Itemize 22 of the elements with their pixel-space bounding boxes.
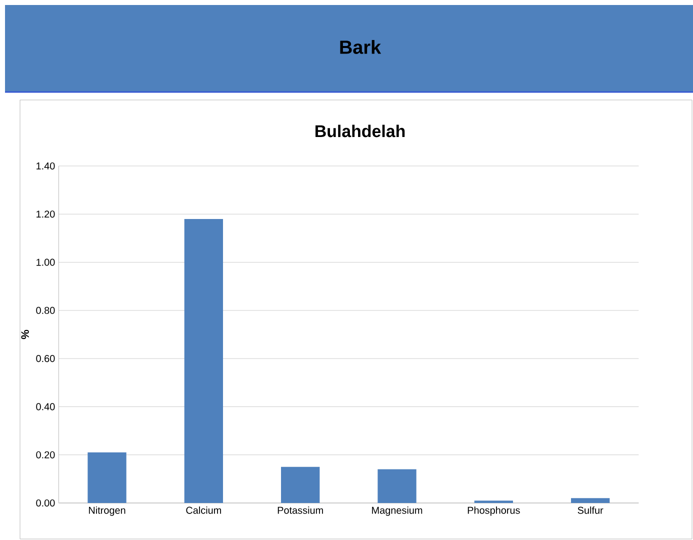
y-tick-label: 0.00 (36, 499, 55, 507)
x-tick-label: Sulfur (578, 506, 604, 514)
y-tick-label: 0.40 (36, 403, 55, 410)
x-tick-label: Calcium (186, 506, 221, 514)
x-tick-label: Potassium (278, 506, 323, 514)
x-tick-label: Magnesium (372, 506, 422, 516)
x-tick-label: Phosphorus (468, 506, 520, 516)
y-axis-title: % (21, 330, 29, 340)
chart-subtitle: Bulahdelah (316, 124, 405, 138)
bar (378, 469, 416, 503)
y-tick-label: 1.40 (36, 162, 55, 170)
bar (281, 466, 320, 503)
y-tick-label: 1.20 (36, 210, 55, 218)
bar (571, 498, 610, 503)
y-tick-label: 0.60 (36, 355, 55, 362)
y-tick-label: 0.20 (36, 451, 55, 458)
y-tick-label: 1.00 (36, 258, 55, 266)
chart-title: Bark (340, 40, 382, 54)
bar (88, 452, 126, 503)
bar (184, 218, 224, 503)
x-tick-label: Nitrogen (88, 506, 126, 516)
y-tick-label: 0.80 (36, 306, 55, 314)
